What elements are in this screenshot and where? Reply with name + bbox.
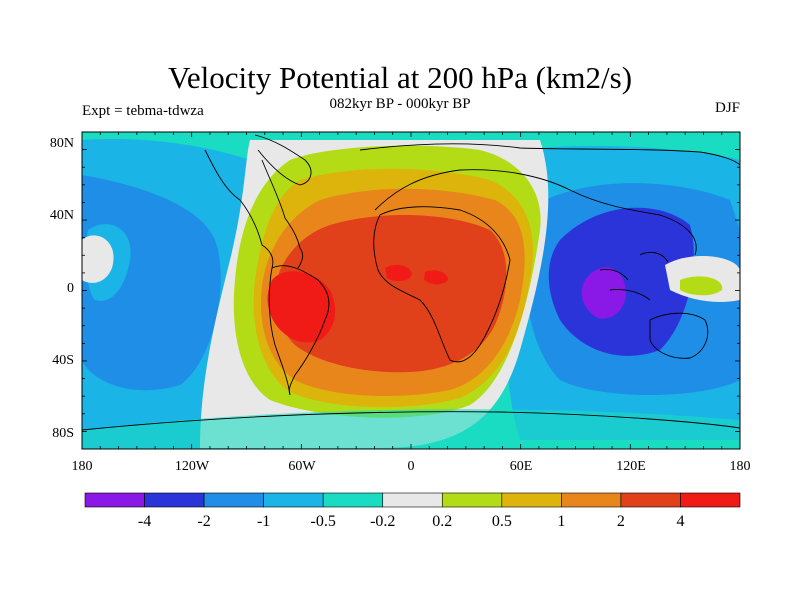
colorbar-swatch — [680, 492, 741, 508]
pacific-neutral-region — [82, 235, 114, 283]
south-america-west-coast — [268, 267, 291, 396]
colorbar-swatch — [561, 492, 622, 508]
coastlines — [82, 134, 740, 431]
colorbar-label: 4 — [676, 513, 684, 530]
africa-red-region-west — [385, 264, 412, 282]
lat-label-80n: 80N — [50, 136, 74, 151]
colorbar-label: -4 — [138, 513, 151, 530]
colorbar-label: 2 — [617, 513, 625, 530]
lon-label-60w: 60W — [288, 459, 316, 474]
tropical-redorange-region — [275, 214, 507, 373]
colorbar-swatch — [322, 492, 384, 508]
colorbar-label: 0.5 — [492, 513, 512, 530]
antarctic-band — [82, 409, 740, 449]
experiment-label: Expt = tebma-tdwza — [82, 103, 204, 119]
indonesia-purple-region — [581, 267, 626, 319]
axis-ticks — [81, 131, 741, 450]
map-subtitle: 082kyr BP - 000kyr BP — [329, 96, 471, 112]
east-yellow-region — [680, 276, 723, 296]
antarctica-coast — [82, 411, 740, 431]
colorbar-label: -0.2 — [370, 513, 395, 530]
lon-label-120e: 120E — [616, 459, 646, 474]
eurasia-north-coast — [359, 143, 740, 166]
maritime-continent-coast — [599, 251, 669, 301]
north-america-west-coast — [204, 149, 274, 269]
south-america-red-region — [267, 271, 336, 343]
south-america-coast — [271, 265, 330, 396]
season-label: DJF — [714, 100, 740, 116]
colorbar-label: 1 — [557, 513, 565, 530]
lat-label-40s: 40S — [52, 353, 74, 368]
africa-coast — [373, 206, 511, 363]
colorbar: -4 -2 -1 -0.5 -0.2 0.2 0.5 1 2 4 — [84, 492, 741, 530]
lat-label-eq: 0 — [67, 281, 74, 296]
colorbar-label: -2 — [197, 513, 210, 530]
lon-label-120w: 120W — [175, 459, 210, 474]
lon-label-180e: 180 — [730, 459, 751, 474]
greenland-coast — [254, 134, 312, 186]
colorbar-label: -0.5 — [311, 513, 336, 530]
lon-label-180w: 180 — [72, 459, 93, 474]
eurasia-south-coast — [374, 169, 697, 256]
map-title: Velocity Potential at 200 hPa (km2/s) — [167, 60, 633, 95]
colorbar-swatch — [84, 492, 145, 508]
lon-label-60e: 60E — [510, 459, 533, 474]
australia-coast — [649, 312, 709, 359]
lon-label-0: 0 — [408, 459, 415, 474]
africa-red-region-east — [424, 270, 448, 285]
colorbar-label: 0.2 — [432, 513, 452, 530]
colorbar-swatch — [441, 492, 503, 508]
colorbar-swatch — [144, 492, 205, 508]
colorbar-swatch — [203, 492, 264, 508]
colorbar-swatch — [620, 492, 681, 508]
lat-label-40n: 40N — [50, 208, 74, 223]
colorbar-label: -1 — [257, 513, 270, 530]
lat-label-80s: 80S — [52, 426, 74, 441]
contour-field — [82, 132, 740, 449]
colorbar-swatch — [501, 492, 562, 508]
colorbar-swatch — [382, 492, 443, 508]
colorbar-swatch — [263, 492, 324, 508]
north-america-east-coast — [261, 159, 304, 269]
